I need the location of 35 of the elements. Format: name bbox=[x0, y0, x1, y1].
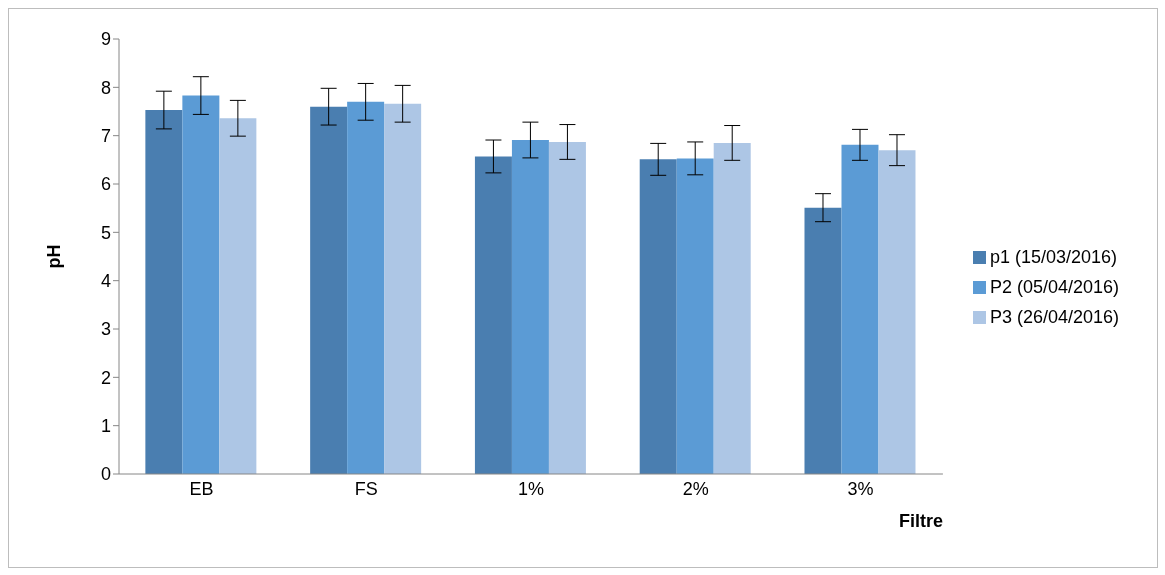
y-tick-label: 0 bbox=[100, 464, 111, 485]
y-tick-label: 8 bbox=[100, 77, 111, 98]
y-tick-label: 2 bbox=[100, 367, 111, 388]
bar bbox=[639, 159, 677, 474]
y-tick-label: 5 bbox=[100, 222, 111, 243]
bar bbox=[676, 158, 714, 474]
x-tick-label: EB bbox=[189, 478, 214, 499]
bar bbox=[878, 150, 916, 474]
bar bbox=[511, 140, 549, 474]
bar bbox=[548, 141, 586, 474]
bar bbox=[182, 95, 220, 474]
bar bbox=[384, 103, 422, 474]
y-tick-label: 4 bbox=[100, 271, 111, 292]
bar bbox=[804, 207, 842, 474]
bar bbox=[474, 156, 512, 474]
y-tick-label: 3 bbox=[100, 319, 111, 340]
bar bbox=[219, 118, 257, 474]
y-tick-label: 9 bbox=[100, 29, 111, 50]
bar bbox=[347, 101, 385, 474]
x-axis-title: Filtre bbox=[898, 510, 943, 531]
x-tick-label: FS bbox=[354, 478, 378, 499]
y-axis-title: pH bbox=[44, 244, 65, 269]
bar bbox=[145, 110, 183, 474]
x-tick-label: 2% bbox=[682, 478, 709, 499]
bar bbox=[713, 142, 751, 474]
y-tick-label: 6 bbox=[100, 174, 111, 195]
legend-label: p1 (15/03/2016) bbox=[989, 246, 1118, 267]
bar bbox=[310, 106, 348, 474]
x-tick-label: 1% bbox=[517, 478, 544, 499]
legend-label: P2 (05/04/2016) bbox=[989, 276, 1119, 297]
y-tick-label: 1 bbox=[100, 416, 111, 437]
legend-label: P3 (26/04/2016) bbox=[989, 306, 1119, 327]
y-tick-label: 7 bbox=[100, 126, 111, 147]
bar bbox=[841, 144, 879, 474]
x-tick-label: 3% bbox=[847, 478, 874, 499]
